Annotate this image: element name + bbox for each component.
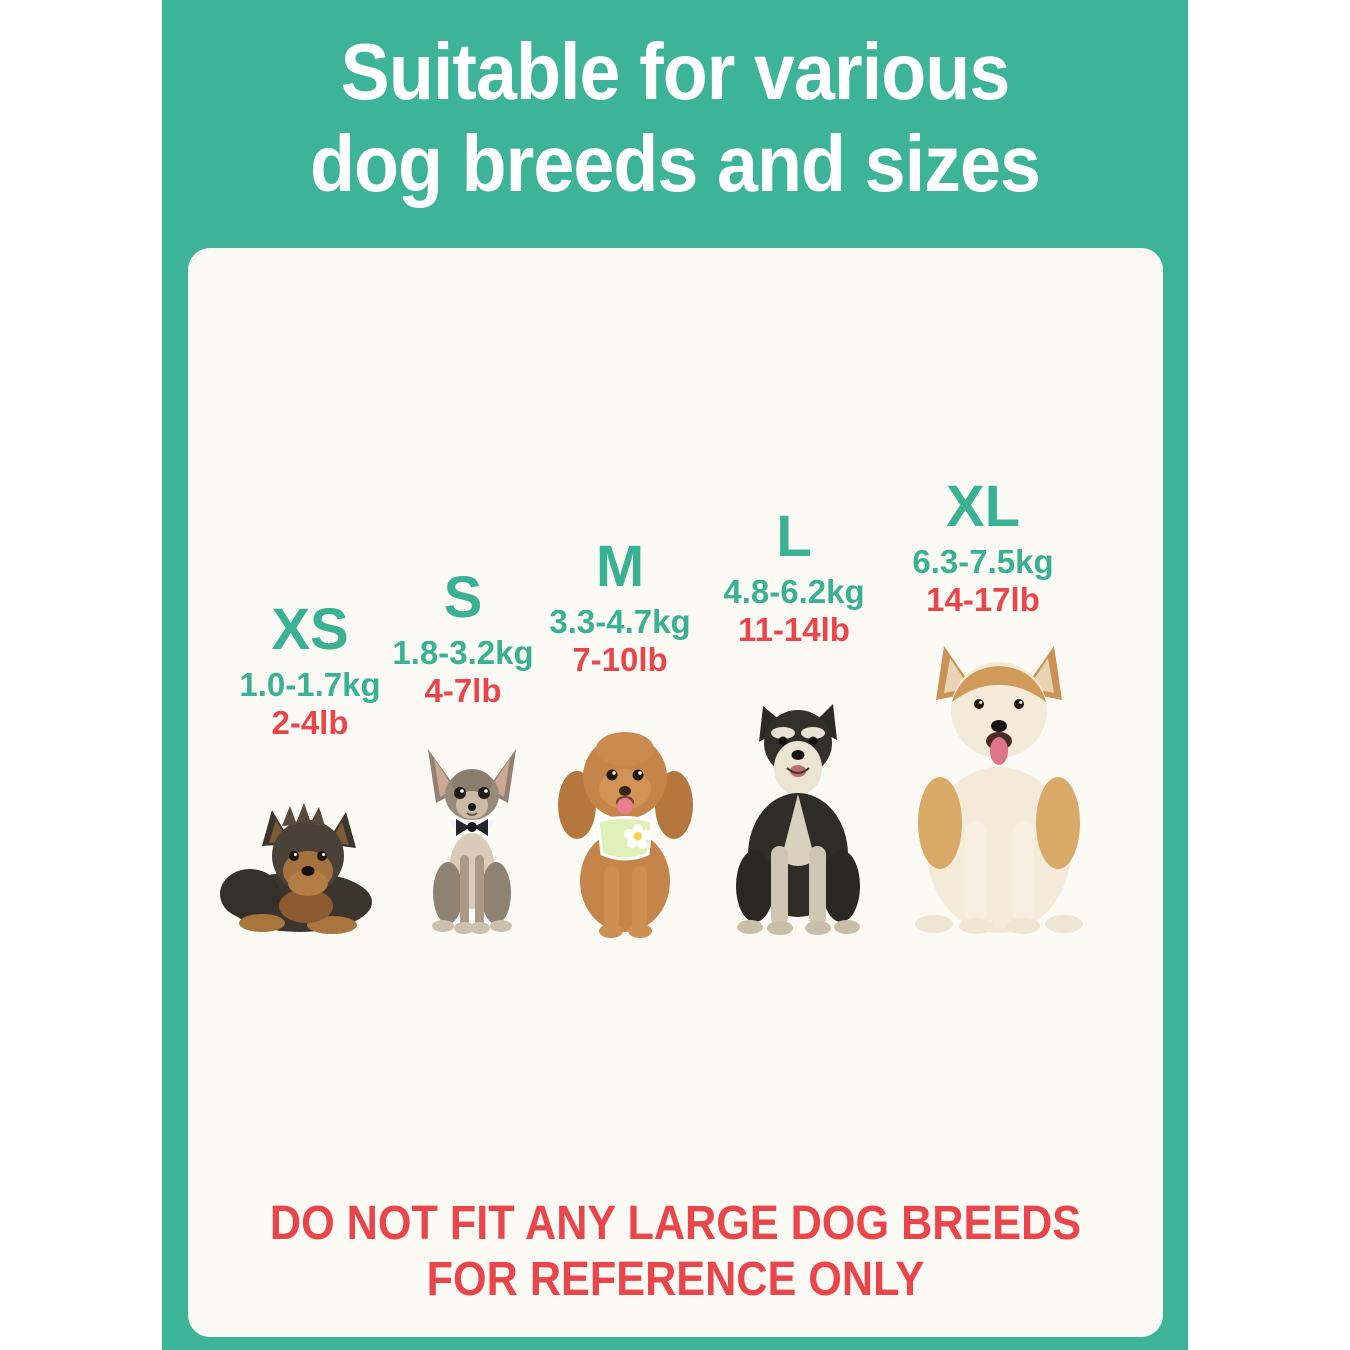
weight-lb: 7-10lb (572, 641, 668, 678)
size-label-xs: XS 1.0-1.7kg 2-4lb (200, 600, 420, 742)
warning-text: DO NOT FIT ANY LARGE DOG BREEDS FOR REFE… (188, 1196, 1163, 1308)
weight-lb: 4-7lb (424, 672, 502, 709)
size-letter: S (443, 565, 483, 630)
title-line-2: dog breeds and sizes (309, 119, 1041, 208)
size-label-xl: XL 6.3-7.5kg 14-17lb (873, 477, 1093, 619)
weight-kg: 1.8-3.2kg (392, 634, 534, 671)
miniature-schnauzer-illustration (736, 704, 860, 935)
weight-kg: 6.3-7.5kg (912, 543, 1054, 580)
warning-line-1: DO NOT FIT ANY LARGE DOG BREEDS (269, 1197, 1082, 1250)
yorkshire-terrier-puppy-illustration (220, 803, 372, 934)
page-title: Suitable for various dog breeds and size… (162, 26, 1188, 210)
weight-lb: 11-14lb (738, 611, 850, 648)
size-letter: XL (945, 474, 1021, 539)
toy-poodle-illustration (558, 732, 693, 938)
teal-panel: Suitable for various dog breeds and size… (162, 0, 1188, 1350)
size-label-l: L 4.8-6.2kg 11-14lb (684, 507, 904, 649)
weight-lb: 2-4lb (271, 704, 349, 741)
size-label-s: S 1.8-3.2kg 4-7lb (353, 568, 573, 710)
warning-line-2: FOR REFERENCE ONLY (426, 1253, 925, 1306)
weight-kg: 1.0-1.7kg (239, 666, 381, 703)
weight-lb: 14-17lb (926, 581, 1040, 618)
size-chart-card: XS 1.0-1.7kg 2-4lb S 1.8-3.2kg 4-7lb M 3… (188, 248, 1163, 1337)
weight-kg: 3.3-4.7kg (549, 603, 691, 640)
weight-kg: 4.8-6.2kg (723, 573, 865, 610)
size-label-m: M 3.3-4.7kg 7-10lb (510, 537, 730, 679)
title-line-1: Suitable for various (340, 27, 1011, 116)
size-letter: L (776, 504, 812, 569)
akita-puppy-illustration (915, 646, 1083, 934)
size-letter: M (595, 534, 645, 599)
size-letter: XS (271, 597, 349, 662)
chihuahua-illustration (428, 749, 516, 934)
